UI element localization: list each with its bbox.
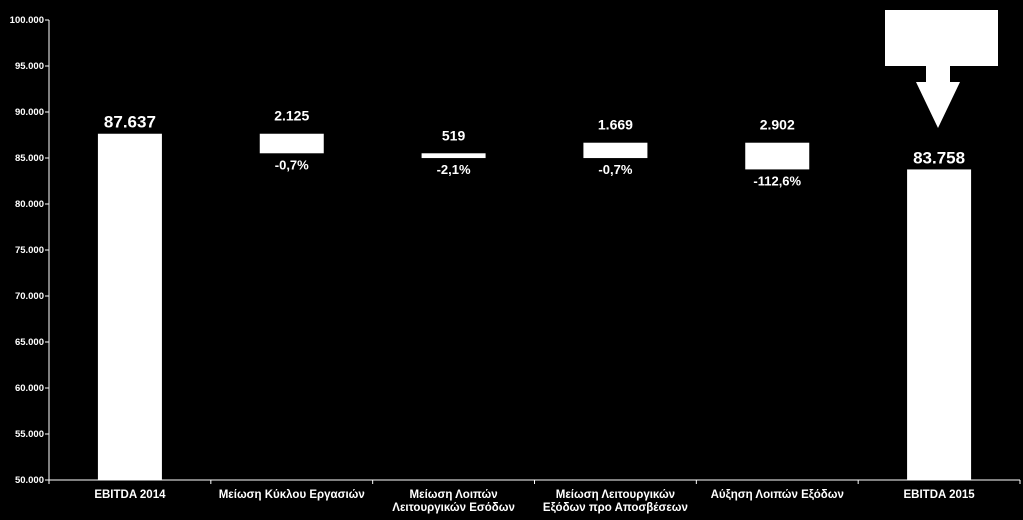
bar-layer bbox=[97, 133, 972, 481]
y-tick-label: 80.000 bbox=[15, 199, 44, 210]
data-percent-label: -112,6% bbox=[753, 173, 801, 188]
bar-step bbox=[583, 142, 648, 159]
x-category-label: Μείωση Κύκλου Εργασιών bbox=[219, 489, 365, 501]
x-category-label: EBITDA 2015 bbox=[904, 489, 976, 501]
bar-step bbox=[259, 133, 324, 154]
y-tick-label: 60.000 bbox=[15, 383, 44, 394]
data-value-label: 87.637 bbox=[104, 113, 156, 132]
data-value-label: 519 bbox=[442, 127, 466, 143]
bar-step bbox=[421, 153, 486, 159]
x-category-label: Μείωση Λοιπών bbox=[410, 489, 498, 501]
y-tick-label: 90.000 bbox=[15, 107, 44, 118]
data-value-label: 2.902 bbox=[760, 117, 795, 133]
y-tick-label: 100.000 bbox=[10, 15, 44, 26]
label-layer: EBITDA 2014 87.637 Μείωση Κύκλου Εργασιών 2… bbox=[94, 108, 975, 514]
data-value-label: 83.758 bbox=[913, 148, 965, 167]
data-percent-label: -0,7% bbox=[598, 162, 632, 177]
y-tick-label: 70.000 bbox=[15, 291, 44, 302]
x-category-label: Αύξηση Λοιπών Εξόδων bbox=[711, 489, 844, 501]
x-category-label: EBITDA 2014 bbox=[94, 489, 166, 501]
data-percent-label: -0,7% bbox=[275, 157, 309, 172]
axis-layer: 50.000 55.000 60.000 65.000 70.000 75.000 80.0… bbox=[10, 15, 1021, 486]
y-tick-label: 65.000 bbox=[15, 337, 44, 348]
data-value-label: 2.125 bbox=[274, 108, 309, 124]
callout-arrow-stem bbox=[926, 66, 950, 82]
data-value-label: 1.669 bbox=[598, 117, 633, 133]
y-tick-label: 85.000 bbox=[15, 153, 44, 164]
bar-total bbox=[907, 169, 972, 481]
x-category-label: Λειτουργικών Εσόδων bbox=[392, 502, 515, 514]
y-tick-label: 50.000 bbox=[15, 475, 44, 486]
data-percent-label: -2,1% bbox=[437, 162, 471, 177]
bar-step bbox=[745, 142, 810, 170]
y-tick-label: 75.000 bbox=[15, 245, 44, 256]
bar-total bbox=[97, 133, 162, 480]
x-category-label: Μείωση Λειτουργικών bbox=[556, 489, 675, 501]
x-category-label: Εξόδων προ Αποσβέσεων bbox=[543, 502, 688, 514]
y-tick-label: 95.000 bbox=[15, 61, 44, 72]
callout-box bbox=[885, 10, 998, 66]
y-tick-label: 55.000 bbox=[15, 429, 44, 440]
callout-arrow bbox=[885, 10, 998, 128]
callout-arrow-head bbox=[916, 82, 960, 128]
